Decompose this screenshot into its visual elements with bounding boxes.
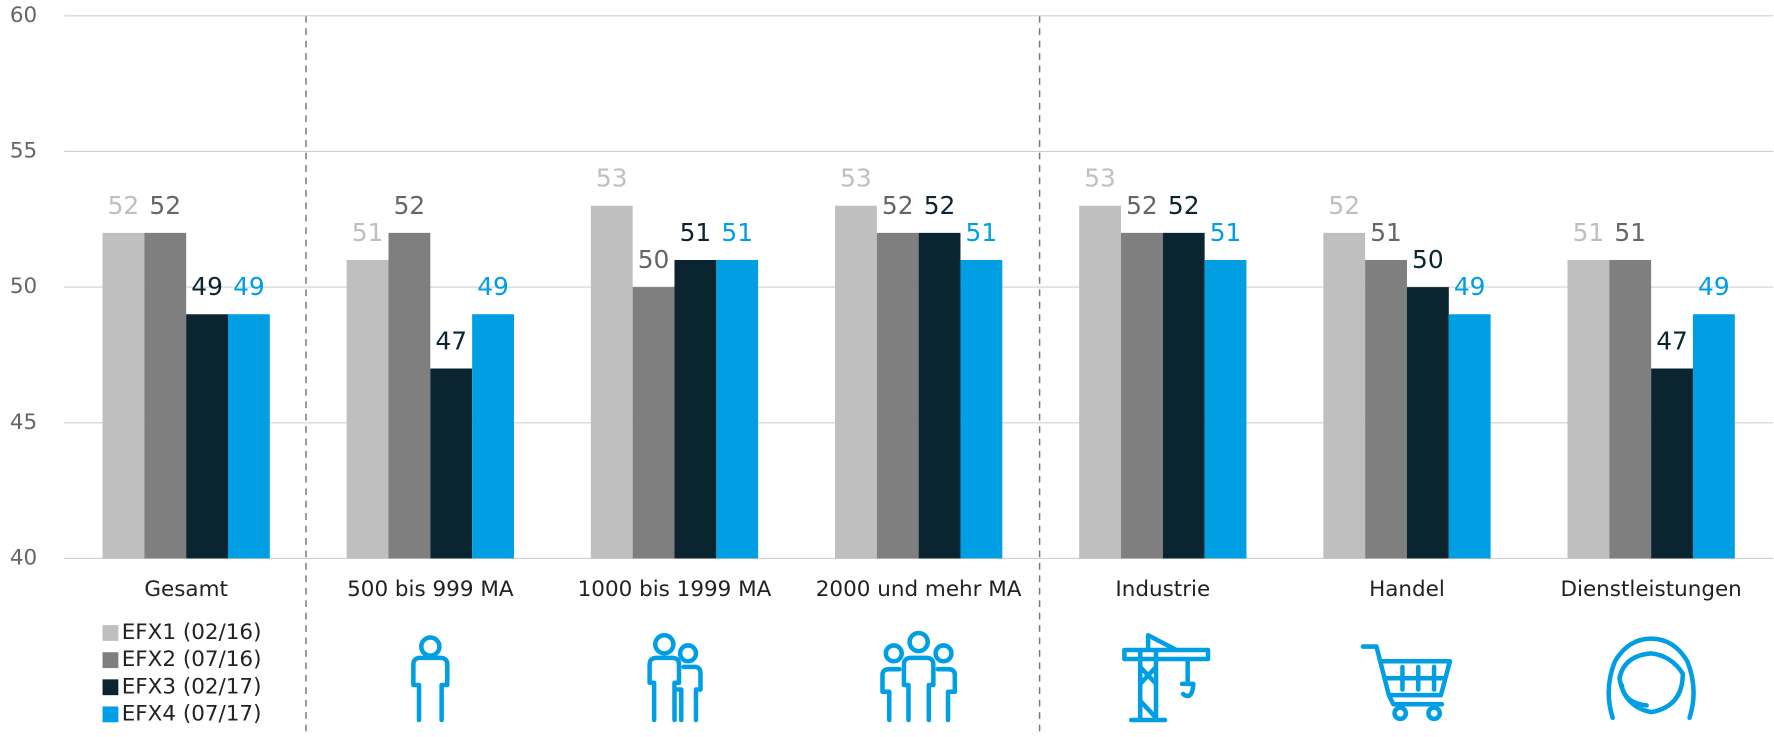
x-tick-label: Industrie [1115,577,1210,602]
value-label: 47 [435,327,467,356]
bar [388,232,431,559]
legend-label: EFX3 (02/17) [122,674,262,699]
value-label: 52 [1168,191,1200,220]
value-label: 53 [840,164,872,193]
bar [472,314,514,559]
legend-swatch [102,652,119,669]
value-label: 51 [1614,218,1646,247]
legend-label: EFX1 (02/16) [122,620,262,645]
value-label: 51 [352,218,384,247]
value-label: 52 [108,191,140,220]
bar [430,368,473,559]
icon-cart [1360,644,1453,722]
bar [1609,259,1652,559]
x-tick-label: Dienstleistungen [1560,577,1741,602]
y-tick-label: 60 [10,3,37,28]
legend-label: EFX2 (07/16) [122,647,262,672]
value-label: 49 [477,272,509,301]
value-label: 51 [680,218,712,247]
value-label: 51 [1210,218,1242,247]
bar [1079,205,1121,559]
bar [1406,287,1449,559]
icon-group [880,630,958,723]
legend-label: EFX4 (07/17) [122,701,262,726]
bar [590,205,633,559]
x-tick-label: 500 bis 999 MA [347,577,514,602]
bar [918,232,961,559]
y-tick-label: 45 [10,410,37,435]
bar [1162,232,1205,559]
bar [632,287,675,559]
value-label: 51 [966,218,998,247]
bar [1651,368,1693,559]
value-label: 52 [924,191,956,220]
value-label: 52 [149,191,181,220]
value-label: 51 [1573,218,1605,247]
value-label: 49 [1454,272,1486,301]
y-tick-label: 55 [10,138,37,163]
bar [144,232,187,559]
bar [876,232,919,559]
x-tick-label: 2000 und mehr MA [816,577,1022,602]
icon-crane [1122,633,1211,723]
value-label: 52 [1126,191,1158,220]
bar [674,259,717,559]
value-label: 49 [191,272,223,301]
bar [960,259,1003,559]
bar [1448,314,1491,559]
value-label: 53 [596,164,628,193]
bar [1120,232,1163,559]
value-label: 52 [394,191,426,220]
bar [186,314,228,559]
y-tick-label: 40 [10,545,37,570]
value-label: 53 [1084,164,1116,193]
value-label: 52 [1328,191,1360,220]
x-tick-label: Gesamt [144,577,228,602]
icon-two-persons [647,633,703,723]
bar [1692,314,1735,559]
legend-swatch [102,706,119,723]
icon-headset [1606,636,1696,721]
bar [1365,259,1407,559]
legend-swatch [102,679,119,696]
y-tick-label: 50 [10,274,37,299]
bar [1204,259,1247,559]
value-label: 51 [721,218,753,247]
bar [346,259,389,559]
bar [716,259,759,559]
value-label: 47 [1656,327,1688,356]
value-label: 49 [233,272,265,301]
value-label: 50 [638,245,670,274]
icon-person [411,635,450,723]
value-label: 52 [882,191,914,220]
value-label: 49 [1698,272,1730,301]
bar [1323,232,1366,559]
bar [227,314,270,559]
x-tick-label: Handel [1369,577,1445,602]
bar [102,232,145,559]
bar [1567,259,1610,559]
value-label: 51 [1370,218,1402,247]
value-label: 50 [1412,245,1444,274]
bar [835,205,877,559]
legend-swatch [102,625,119,641]
x-tick-label: 1000 bis 1999 MA [578,577,772,602]
